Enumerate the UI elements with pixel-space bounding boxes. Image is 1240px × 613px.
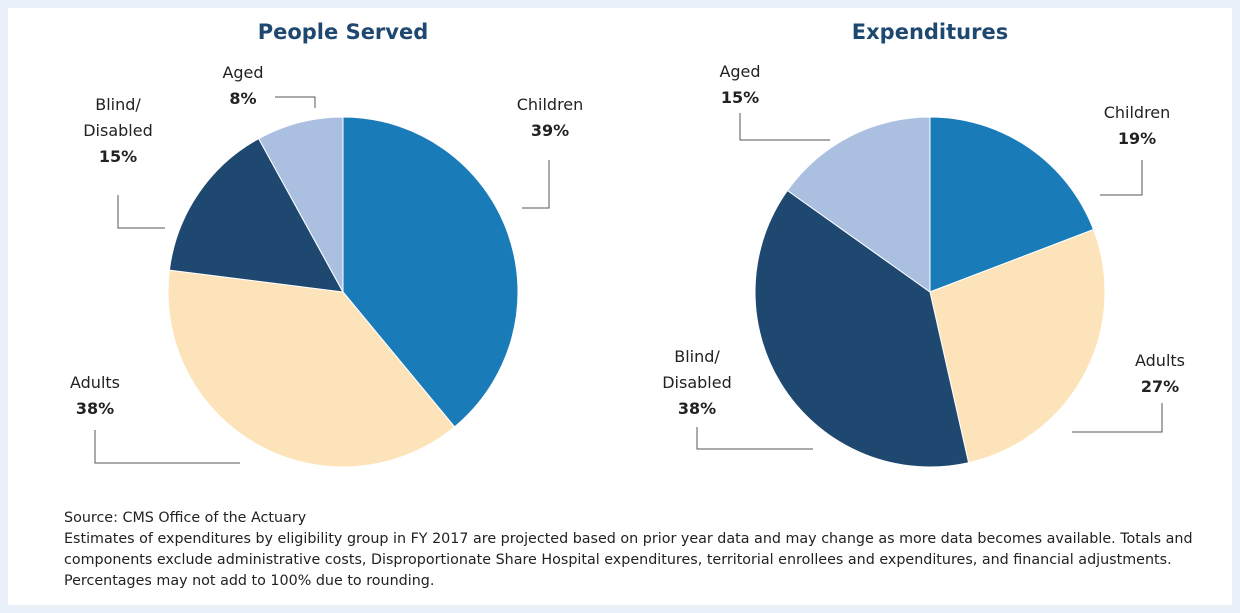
category-label: Aged <box>719 62 761 81</box>
slice-label: Aged 15% <box>695 59 785 111</box>
category-label: Adults <box>69 373 120 392</box>
value-label: 38% <box>75 399 115 418</box>
category-label: Blind/ Disabled <box>662 347 732 392</box>
slice-label: Adults 38% <box>50 370 140 422</box>
pie-slice <box>929 116 1095 293</box>
leader-lines <box>94 96 1163 464</box>
slice-label: Children 19% <box>1092 100 1182 152</box>
pie-slice <box>168 137 344 293</box>
pie-slice <box>929 228 1106 464</box>
source: Source: CMS Office of the Actuary <box>64 510 307 526</box>
chart-title: Expenditures <box>851 20 1009 44</box>
value-label: 19% <box>1117 129 1157 148</box>
pie-slice <box>342 116 519 428</box>
value-label: 15% <box>720 88 760 107</box>
slice-label: Blind/ Disabled 15% <box>73 92 163 170</box>
note-text: Estimates of expenditures by eligibility… <box>64 531 1193 589</box>
charts <box>94 96 1163 468</box>
category-label: Blind/ Disabled <box>83 95 153 140</box>
chart-title: People Served <box>257 20 429 44</box>
value-label: 27% <box>1140 377 1180 396</box>
category-label: Children <box>516 95 584 114</box>
slice-label: Children 39% <box>505 92 595 144</box>
category-label: Aged <box>222 63 264 82</box>
page: Source: CMS Office of the Actuary Estima… <box>8 8 1232 605</box>
category-label: Children <box>1103 103 1171 122</box>
pie-slice <box>754 189 970 468</box>
category-label: Adults <box>1134 351 1185 370</box>
pie-slice <box>167 269 456 468</box>
slice-label: Aged 8% <box>198 60 288 112</box>
pie-slice <box>786 116 931 293</box>
value-label: 38% <box>677 399 717 418</box>
slice-label: Adults 27% <box>1115 348 1205 400</box>
value-label: 39% <box>530 121 570 140</box>
slice-label: Blind/ Disabled 38% <box>652 344 742 422</box>
value-label: 15% <box>98 147 138 166</box>
pie-slice <box>258 116 344 293</box>
notes: Source: CMS Office of the Actuary Estima… <box>64 508 1214 592</box>
value-label: 8% <box>229 89 257 108</box>
